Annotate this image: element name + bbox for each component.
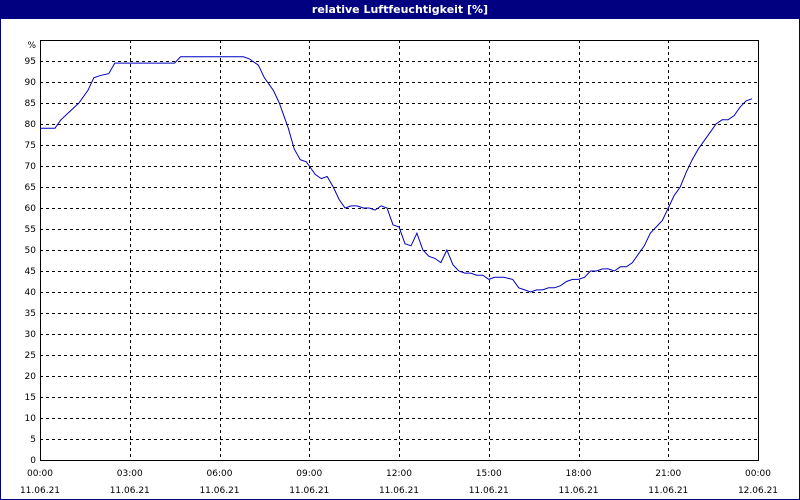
y-tick-label: 0 [30,456,36,466]
y-tick-label: 80 [25,120,37,130]
y-tick-label: 90 [25,78,37,88]
x-tick-date: 11.06.21 [289,486,329,496]
x-tick-date: 11.06.21 [379,486,419,496]
x-tick-time: 00:00 [27,469,53,479]
y-tick-label: 5 [30,435,36,445]
x-tick-time: 06:00 [207,469,233,479]
x-tick-time: 21:00 [655,469,681,479]
y-tick-label: 95 [25,57,36,67]
humidity-series-line [40,56,753,293]
y-tick-label: 40 [25,288,37,298]
y-tick-label: 20 [25,372,37,382]
y-tick-label: 70 [25,162,37,172]
y-tick-label: 65 [25,183,36,193]
y-tick-label: 85 [25,99,36,109]
series-group [40,56,753,293]
x-tick-time: 03:00 [117,469,143,479]
x-tick-time: 15:00 [476,469,502,479]
x-tick-time: 12:00 [386,469,412,479]
y-tick-label: 45 [25,267,36,277]
y-axis-ticks: 0 5 10 15 20 25 30 35 40 45 50 55 60 65 70 75 80 85 90 95 [25,57,37,466]
y-axis-label: % [27,41,36,51]
y-tick-label: 50 [25,246,37,256]
x-axis-ticks: 00:00 11.06.21 03:00 11.06.21 06:00 11.06.21 0… [20,469,778,496]
plot-area [40,40,759,461]
x-tick-date: 11.06.21 [199,486,239,496]
x-tick-time: 18:00 [566,469,592,479]
x-tick-time: 09:00 [296,469,322,479]
y-tick-label: 75 [25,141,36,151]
y-tick-label: 35 [25,309,36,319]
y-tick-label: 10 [25,414,37,424]
x-tick-date: 11.06.21 [648,486,688,496]
y-tick-label: 60 [25,204,37,214]
y-tick-label: 30 [25,330,37,340]
x-tick-time: 00:00 [745,469,771,479]
x-tick-date: 11.06.21 [110,486,150,496]
y-tick-label: 25 [25,351,36,361]
x-tick-date: 11.06.21 [469,486,509,496]
chart-title: relative Luftfeuchtigkeit [%] [0,0,800,19]
y-tick-label: 15 [25,393,36,403]
x-tick-date: 11.06.21 [20,486,60,496]
x-tick-date: 12.06.21 [738,486,778,496]
grid [40,40,758,460]
x-tick-date: 11.06.21 [558,486,598,496]
y-tick-label: 55 [25,225,36,235]
